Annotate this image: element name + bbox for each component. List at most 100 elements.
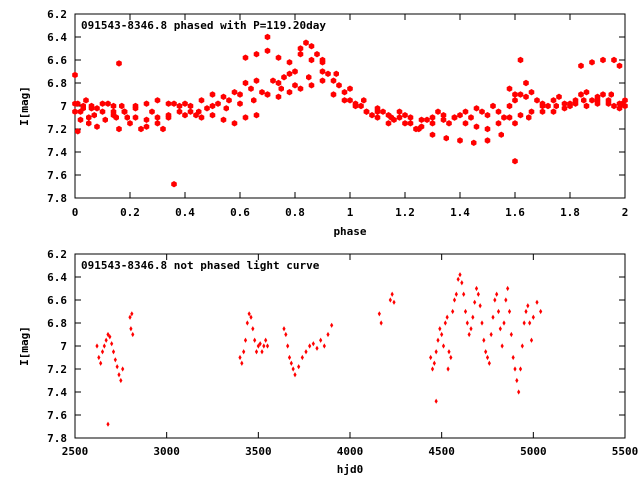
data-point (292, 68, 298, 75)
data-point (99, 100, 106, 107)
phased-light-curve-panel: 0 0.2 0.4 0.6 0.8 1 1.2 1.4 1.6 1.8 2 6.2 6.4 6.6 6.8 7… (18, 8, 628, 238)
data-point (512, 91, 518, 98)
data-point (462, 120, 469, 127)
data-point (550, 97, 557, 104)
data-point (215, 100, 221, 107)
data-point (86, 114, 92, 121)
x-tick-label: 0 (72, 206, 79, 219)
data-point (396, 108, 403, 115)
x-tick-label: 4000 (337, 445, 364, 458)
data-point (436, 337, 440, 343)
data-point (500, 343, 504, 349)
data-point (297, 364, 301, 370)
data-point (265, 343, 270, 349)
data-point (489, 331, 493, 338)
data-point (493, 297, 497, 303)
data-point (270, 77, 276, 84)
data-point (287, 354, 292, 361)
x-axis-label: phase (333, 225, 366, 238)
data-point (286, 70, 293, 77)
data-point (471, 314, 475, 320)
data-point (209, 91, 216, 98)
y-tick-label: 7.8 (47, 432, 67, 445)
data-point (306, 74, 312, 81)
data-point (264, 33, 271, 41)
data-point (512, 158, 518, 165)
data-point (513, 366, 517, 372)
data-point (484, 137, 491, 144)
data-point (518, 366, 523, 372)
data-point (311, 341, 315, 347)
data-point (515, 377, 519, 384)
data-point (258, 341, 262, 347)
data-point (600, 91, 606, 98)
y-tick-label: 6.4 (47, 31, 67, 44)
data-point (297, 51, 304, 58)
y-axis-label: I[mag] (18, 326, 31, 366)
data-point (253, 51, 260, 58)
data-point (484, 125, 491, 133)
data-point (143, 123, 150, 130)
data-point (154, 120, 161, 127)
x-tick-label: 1.4 (450, 206, 470, 219)
data-point (237, 91, 243, 98)
data-point (434, 398, 438, 404)
data-point (517, 389, 521, 395)
x-tick-label: 0.8 (285, 206, 305, 219)
data-point (242, 114, 249, 121)
x-tick-label: 1.8 (560, 206, 580, 219)
data-point (105, 100, 111, 107)
data-point (517, 112, 524, 119)
data-point (452, 297, 457, 303)
data-point (286, 89, 293, 96)
x-tick-label: 1.6 (505, 206, 525, 219)
data-point (209, 102, 216, 110)
data-point (326, 331, 330, 338)
data-point (352, 102, 359, 110)
data-point (72, 108, 78, 115)
data-point (451, 114, 458, 121)
data-point (249, 314, 253, 320)
data-point (341, 97, 348, 104)
x-tick-label: 0.2 (120, 206, 140, 219)
data-point (284, 331, 288, 338)
data-point (88, 105, 95, 112)
data-point (553, 102, 559, 110)
data-point (171, 181, 177, 188)
data-point (501, 114, 507, 121)
data-point (581, 97, 587, 104)
data-point (495, 120, 502, 127)
data-point (396, 114, 403, 121)
data-point (504, 297, 508, 303)
data-point (456, 276, 460, 282)
data-point (498, 131, 504, 138)
x-tick-label: 0.4 (175, 206, 195, 219)
data-point (231, 89, 238, 96)
data-point (242, 79, 249, 87)
data-point (292, 82, 298, 89)
data-point (129, 326, 133, 332)
data-point (361, 97, 367, 104)
data-point (526, 303, 530, 309)
data-point (379, 320, 383, 326)
data-point (435, 108, 441, 115)
data-point (99, 360, 103, 366)
data-point (535, 299, 539, 305)
data-point (512, 120, 518, 127)
data-point (198, 97, 205, 104)
data-point (474, 285, 479, 292)
x-tick-label: 5500 (612, 445, 639, 458)
data-point (449, 354, 453, 361)
data-point (237, 100, 243, 107)
data-point (589, 59, 595, 66)
data-point (304, 349, 308, 355)
data-point (319, 59, 326, 66)
data-point (485, 354, 490, 361)
data-point (115, 364, 119, 370)
data-point (491, 314, 495, 320)
y-tick-label: 6.2 (47, 8, 67, 21)
data-point (458, 272, 462, 278)
data-point (430, 366, 435, 372)
data-point (275, 93, 282, 100)
data-point (336, 82, 342, 89)
